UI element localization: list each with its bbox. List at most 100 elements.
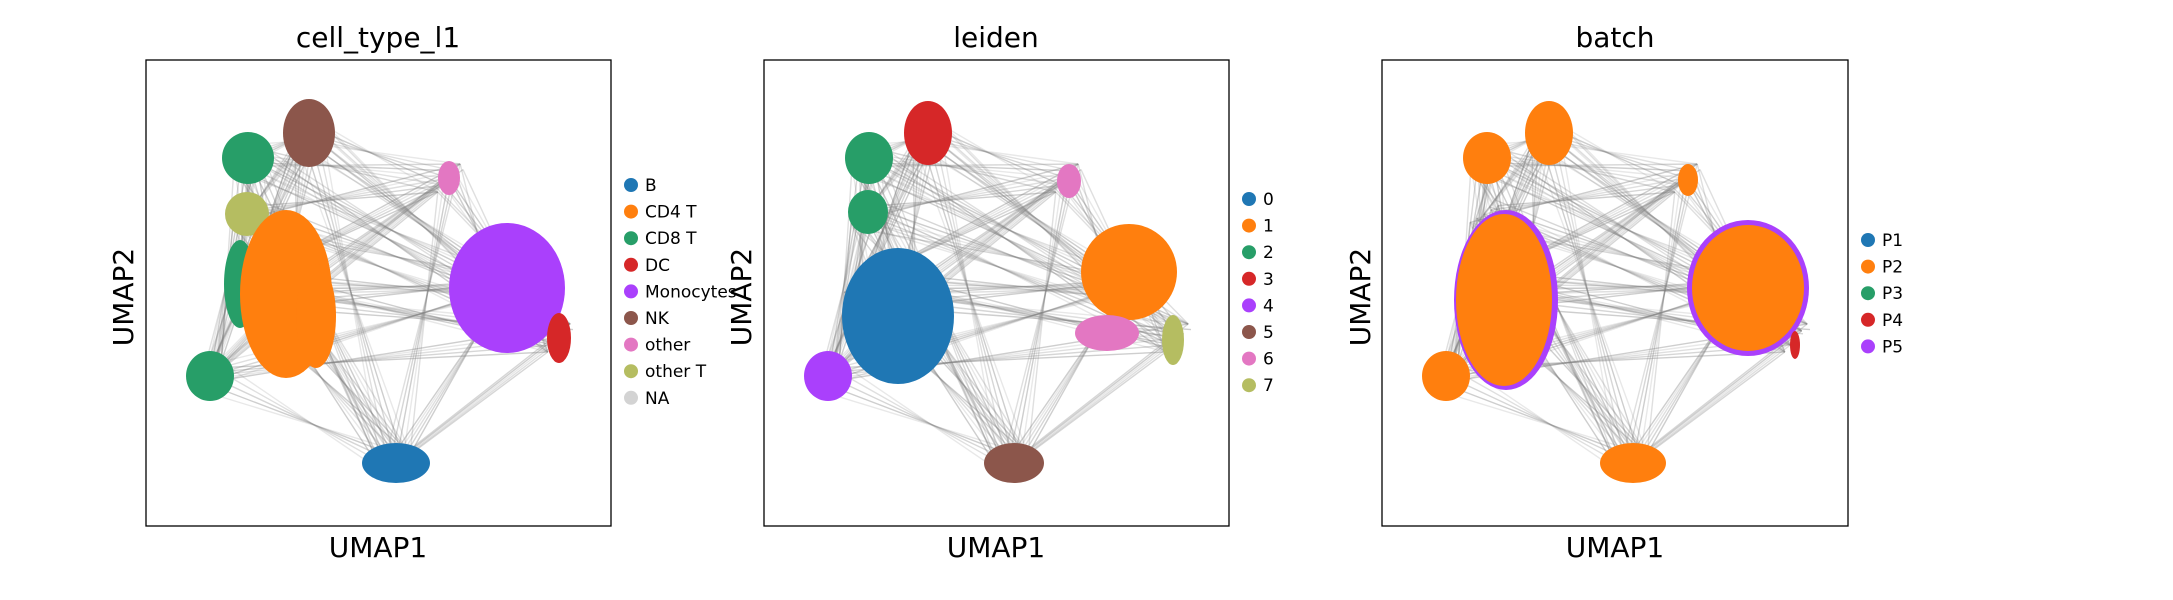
legend-label: DC <box>645 256 670 276</box>
graph-edge <box>1497 191 1675 207</box>
legend-entry: 7 <box>1242 376 1274 396</box>
legend-label: P1 <box>1882 231 1903 251</box>
legend-label: 6 <box>1263 350 1274 370</box>
graph-edge <box>1006 330 1184 468</box>
legend-marker <box>1861 339 1875 354</box>
panel-title: cell_type_l1 <box>296 21 460 54</box>
legend-marker <box>1242 351 1256 366</box>
graph-edge <box>871 150 1119 293</box>
legend-marker <box>1242 325 1256 339</box>
legend-marker <box>624 284 638 299</box>
graph-edge <box>319 118 383 472</box>
graph-edge <box>1639 344 1791 460</box>
legend-entry: DC <box>624 256 670 276</box>
legend-entry: 5 <box>1242 323 1274 343</box>
graph-edge <box>381 163 461 472</box>
graph-edge <box>1533 185 1673 281</box>
graph-edge <box>857 170 1073 219</box>
legend-label: 1 <box>1263 217 1274 237</box>
graph-edge <box>302 139 404 460</box>
graph-edge <box>933 128 1062 186</box>
cluster-nk <box>283 99 335 167</box>
cluster-cd4t-right <box>296 264 336 368</box>
legend-entry: 4 <box>1242 296 1274 316</box>
panel-title: batch <box>1575 21 1654 54</box>
panel-cell-type-l1: cell_type_l1 UMAP1 UMAP2 B CD4 T CD8 T DC Mo… <box>107 21 737 564</box>
graph-edge <box>915 279 1112 298</box>
graph-edge <box>850 163 1079 224</box>
legend-marker <box>1242 245 1256 260</box>
graph-edge <box>1013 177 1068 464</box>
graph-edge <box>1477 161 1692 172</box>
graph-edge <box>865 157 1068 179</box>
legend-marker <box>1861 286 1875 301</box>
legend-label: B <box>645 176 657 196</box>
graph-edge <box>395 337 560 464</box>
graph-edge <box>1498 148 1675 193</box>
legend-entry: NK <box>624 309 670 329</box>
graph-edge <box>1441 382 1641 460</box>
graph-edge <box>388 330 566 468</box>
graph-edge <box>862 136 921 278</box>
graph-edge <box>858 161 1073 172</box>
clusters <box>1422 101 1809 483</box>
legend: 0 1 2 3 4 5 6 7 <box>1242 190 1274 396</box>
graph-edge <box>209 375 397 464</box>
graph-edge <box>876 143 1112 297</box>
graph-edge <box>1625 330 1803 468</box>
graph-edge <box>253 184 444 211</box>
legend-label: 4 <box>1263 296 1274 316</box>
legend: B CD4 T CD8 T DC Monocytes NK other other T NA <box>624 176 737 409</box>
graph-edge <box>816 149 881 391</box>
graph-edge <box>868 141 914 271</box>
legend-label: P5 <box>1882 337 1903 357</box>
clusters <box>804 101 1184 483</box>
legend-label: 7 <box>1263 376 1274 396</box>
graph-edge <box>240 161 455 172</box>
graph-edge <box>1490 184 1681 211</box>
graph-edge <box>246 177 450 215</box>
graph-edge <box>1446 375 1634 464</box>
legend-entry: 3 <box>1242 270 1274 290</box>
legend-marker <box>1861 259 1875 274</box>
graph-edge <box>875 141 914 201</box>
graph-edge <box>239 170 455 219</box>
graph-edge <box>204 382 404 460</box>
y-axis-label: UMAP2 <box>107 248 140 347</box>
graph-edge <box>198 389 411 456</box>
legend-marker <box>624 364 638 379</box>
cluster-0 <box>842 248 954 384</box>
graph-edge <box>827 375 1015 464</box>
graph-edge <box>313 125 390 468</box>
legend: P1 P2 P3 P4 P5 <box>1861 231 1903 357</box>
legend-entry: P2 <box>1861 258 1903 278</box>
graph-edge <box>1534 146 1648 455</box>
y-axis-label: UMAP2 <box>1344 248 1377 347</box>
graph-edge <box>1476 170 1692 219</box>
legend-marker <box>1242 298 1256 313</box>
cluster-p2-left <box>1422 351 1470 401</box>
graph-edge <box>999 163 1079 472</box>
cluster-p2-bottom <box>1600 443 1666 483</box>
graph-edge <box>940 123 1057 193</box>
legend-entry: CD4 T <box>624 203 697 223</box>
cluster-cd8t-bottom <box>186 351 234 401</box>
graph-edge <box>322 123 439 193</box>
cluster-p2-right <box>1692 225 1804 351</box>
legend-label: other T <box>645 362 707 382</box>
legend-marker <box>624 204 638 219</box>
legend-marker <box>1242 218 1256 233</box>
graph-edge <box>1632 337 1797 464</box>
x-axis-label: UMAP1 <box>1566 531 1665 564</box>
graph-edge <box>1494 141 1533 201</box>
legend-entry: P1 <box>1861 231 1903 251</box>
cluster-p2-topleft <box>1463 132 1511 184</box>
cluster-1 <box>1081 224 1177 320</box>
x-axis-label: UMAP1 <box>947 531 1046 564</box>
legend-marker <box>1861 233 1875 247</box>
legend-entry: 2 <box>1242 243 1274 263</box>
legend-label: NK <box>645 309 670 329</box>
graph-edge <box>1545 132 1634 464</box>
graph-edge <box>402 184 445 459</box>
graph-edge <box>1483 177 1687 215</box>
